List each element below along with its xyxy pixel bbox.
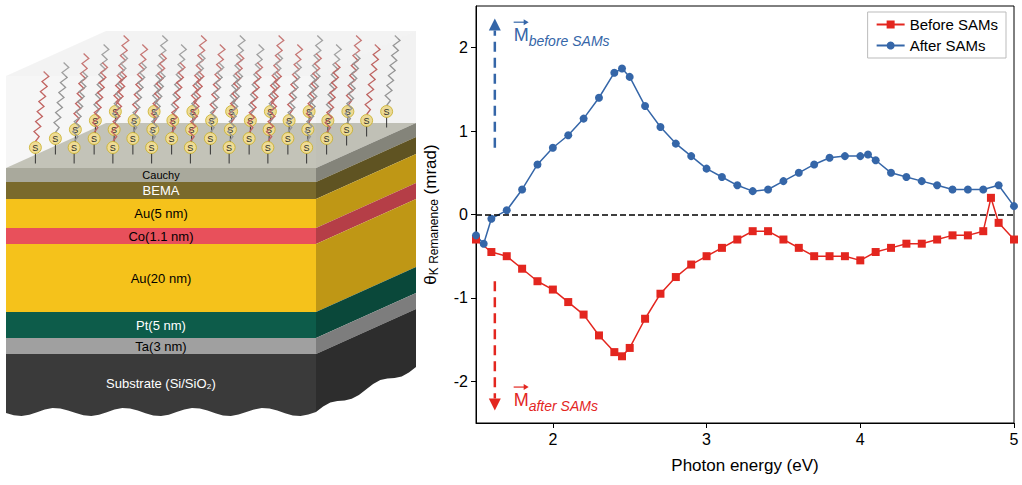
svg-text:2: 2 [459,39,468,56]
svg-text:M: M [514,390,529,410]
svg-text:1: 1 [459,123,468,140]
svg-text:Au(5 nm): Au(5 nm) [134,206,187,221]
svg-text:after SAMs: after SAMs [529,398,598,414]
svg-text:0: 0 [459,206,468,223]
svg-text:Substrate (Si/SiO₂): Substrate (Si/SiO₂) [106,376,216,391]
svg-text:-1: -1 [454,289,468,306]
svg-text:4: 4 [856,431,865,448]
svg-text:(mrad): (mrad) [421,144,440,199]
svg-text:Ta(3 nm): Ta(3 nm) [135,339,186,354]
svg-text:2: 2 [548,431,557,448]
svg-text:Co(1.1 nm): Co(1.1 nm) [128,229,193,244]
svg-text:before SAMs: before SAMs [529,33,610,49]
svg-text:Pt(5 nm): Pt(5 nm) [136,318,186,333]
svg-text:K Remanence: K Remanence [427,199,441,275]
svg-text:Photon energy (eV): Photon energy (eV) [671,456,818,475]
svg-text:Au(20 nm): Au(20 nm) [131,271,192,286]
svg-text:5: 5 [1010,431,1019,448]
svg-text:θ: θ [421,275,440,284]
svg-text:After SAMs: After SAMs [910,37,986,54]
svg-text:3: 3 [702,431,711,448]
svg-text:BEMA: BEMA [143,183,180,198]
svg-text:Before SAMs: Before SAMs [910,16,998,33]
svg-text:Cauchy: Cauchy [142,169,180,181]
svg-text:M: M [514,25,529,45]
svg-text:-2: -2 [454,373,468,390]
